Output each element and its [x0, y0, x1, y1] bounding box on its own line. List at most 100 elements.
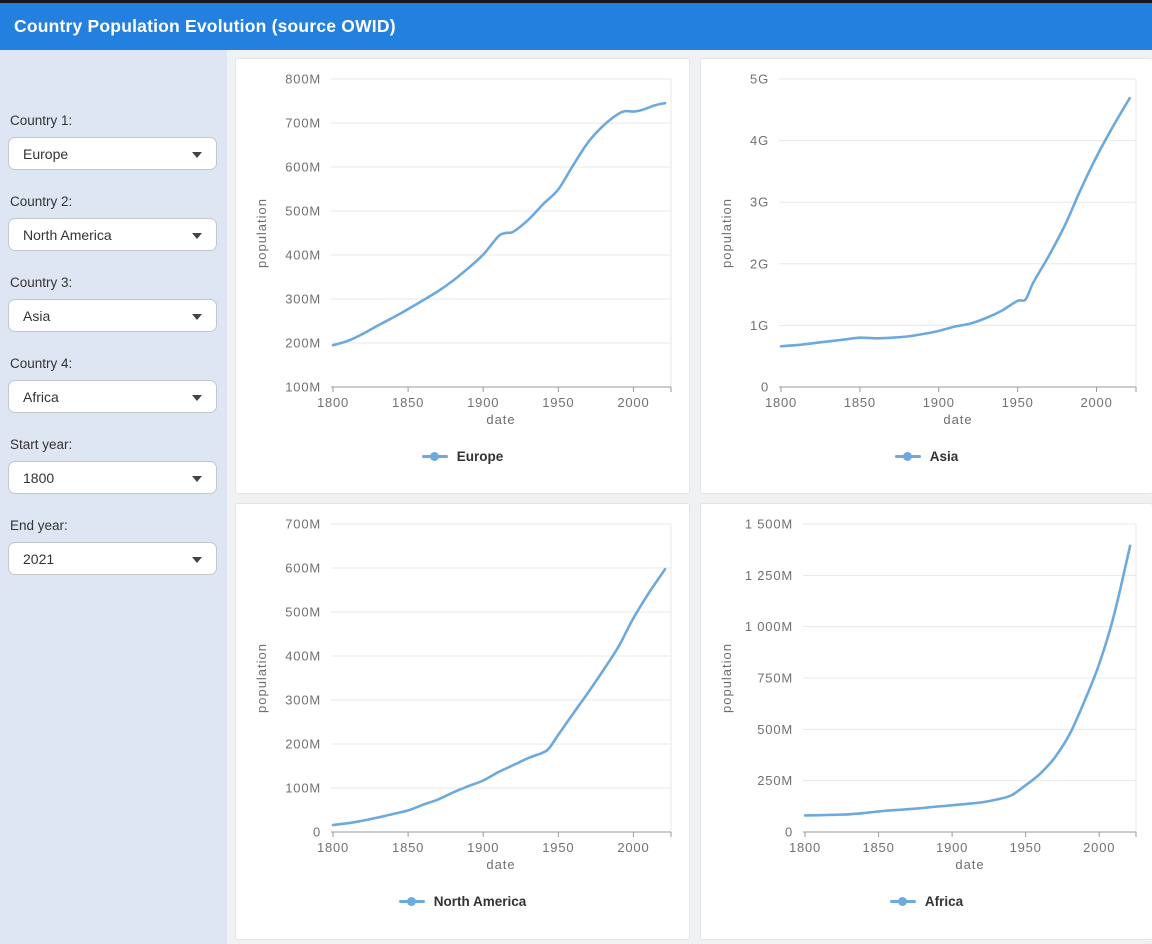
svg-text:0: 0: [313, 825, 321, 840]
svg-text:200M: 200M: [285, 737, 321, 752]
svg-text:1 000M: 1 000M: [745, 619, 793, 634]
country-2-select[interactable]: North America: [8, 218, 217, 251]
svg-text:700M: 700M: [285, 517, 321, 532]
svg-text:1800: 1800: [317, 840, 349, 855]
svg-text:1950: 1950: [542, 395, 574, 410]
chart-card-north-america: 2000 1950 1900 1850 1800 0 100M 200M 300M 400M 500…: [235, 503, 690, 940]
legend-asia[interactable]: Asia: [701, 446, 1152, 466]
svg-text:1 500M: 1 500M: [745, 517, 793, 532]
x-axis-label: date: [943, 412, 972, 427]
chart-card-asia: 2000 1950 1900 1850 1800 0 1G 2G 3G 4G 5G populatio…: [700, 58, 1152, 494]
svg-text:0: 0: [785, 825, 793, 840]
control-label: Start year:: [10, 437, 73, 452]
control-label: Country 3:: [10, 275, 73, 290]
x-axis-label: date: [486, 412, 515, 427]
svg-text:2G: 2G: [750, 256, 769, 271]
legend-line-marker-icon: [398, 896, 425, 906]
legend-label: North America: [433, 893, 527, 909]
svg-text:1850: 1850: [862, 840, 894, 855]
svg-text:500M: 500M: [757, 722, 793, 737]
selected-value: 2021: [23, 550, 55, 567]
svg-text:1G: 1G: [750, 318, 769, 333]
svg-text:100M: 100M: [285, 781, 321, 796]
svg-text:1850: 1850: [392, 840, 424, 855]
svg-text:1850: 1850: [844, 395, 876, 410]
legend-line-marker-icon: [894, 451, 921, 461]
svg-text:100M: 100M: [285, 380, 321, 395]
svg-text:1950: 1950: [1002, 395, 1034, 410]
svg-text:2000: 2000: [1083, 840, 1115, 855]
svg-text:1800: 1800: [765, 395, 797, 410]
control-label: End year:: [10, 518, 68, 533]
svg-text:800M: 800M: [285, 72, 321, 87]
svg-text:2000: 2000: [1080, 395, 1112, 410]
svg-text:600M: 600M: [285, 561, 321, 576]
svg-text:1950: 1950: [542, 840, 574, 855]
svg-text:1 250M: 1 250M: [745, 568, 793, 583]
chevron-down-icon: [192, 314, 202, 320]
svg-text:750M: 750M: [757, 671, 793, 686]
y-axis-label: population: [254, 643, 269, 713]
control-start-year: Start year: 1800: [0, 437, 227, 494]
x-axis-label: date: [486, 857, 515, 872]
chevron-down-icon: [192, 152, 202, 158]
svg-text:200M: 200M: [285, 336, 321, 351]
selected-value: Asia: [23, 307, 51, 324]
selected-value: 1800: [23, 469, 55, 486]
control-country-3: Country 3: Asia: [0, 275, 227, 332]
svg-text:4G: 4G: [750, 133, 769, 148]
svg-text:5G: 5G: [750, 72, 769, 87]
svg-text:300M: 300M: [285, 693, 321, 708]
svg-text:300M: 300M: [285, 292, 321, 307]
window-top-strip: [0, 0, 1152, 3]
legend-line-marker-icon: [421, 451, 448, 461]
control-label: Country 1:: [10, 113, 73, 128]
country-4-select[interactable]: Africa: [8, 380, 217, 413]
x-axis-label: date: [955, 857, 984, 872]
start-year-select[interactable]: 1800: [8, 461, 217, 494]
control-label: Country 2:: [10, 194, 73, 209]
legend-europe[interactable]: Europe: [236, 446, 689, 466]
y-axis-label: population: [719, 643, 734, 713]
chevron-down-icon: [192, 557, 202, 563]
y-axis-label: population: [254, 198, 269, 268]
control-label: Country 4:: [10, 356, 73, 371]
svg-text:0: 0: [761, 380, 769, 395]
svg-text:2000: 2000: [617, 840, 649, 855]
chevron-down-icon: [192, 476, 202, 482]
legend-label: Europe: [456, 448, 504, 464]
legend-north-america[interactable]: North America: [236, 891, 689, 911]
country-3-select[interactable]: Asia: [8, 299, 217, 332]
svg-text:1850: 1850: [392, 395, 424, 410]
control-country-2: Country 2: North America: [0, 194, 227, 251]
svg-text:1900: 1900: [467, 840, 499, 855]
svg-text:400M: 400M: [285, 248, 321, 263]
svg-text:600M: 600M: [285, 160, 321, 175]
chart-card-africa: 2000 1950 1900 1850 1800 0 250M 500M 750M 1 000M 1…: [700, 503, 1152, 940]
svg-text:1950: 1950: [1010, 840, 1042, 855]
country-1-select[interactable]: Europe: [8, 137, 217, 170]
legend-line-marker-icon: [889, 896, 916, 906]
sidebar: Country 1: Europe Country 2: North Ameri…: [0, 50, 227, 944]
selected-value: Africa: [23, 388, 59, 405]
svg-text:500M: 500M: [285, 605, 321, 620]
svg-text:1800: 1800: [317, 395, 349, 410]
control-country-1: Country 1: Europe: [0, 113, 227, 170]
page-title: Country Population Evolution (source OWI…: [14, 16, 396, 36]
control-end-year: End year: 2021: [0, 518, 227, 575]
svg-text:2000: 2000: [617, 395, 649, 410]
app-header: Country Population Evolution (source OWI…: [0, 3, 1152, 50]
svg-text:1900: 1900: [936, 840, 968, 855]
svg-text:700M: 700M: [285, 116, 321, 131]
svg-text:1800: 1800: [789, 840, 821, 855]
selected-value: North America: [23, 226, 112, 243]
svg-text:400M: 400M: [285, 649, 321, 664]
svg-text:1900: 1900: [923, 395, 955, 410]
legend-africa[interactable]: Africa: [701, 891, 1152, 911]
end-year-select[interactable]: 2021: [8, 542, 217, 575]
svg-text:3G: 3G: [750, 195, 769, 210]
